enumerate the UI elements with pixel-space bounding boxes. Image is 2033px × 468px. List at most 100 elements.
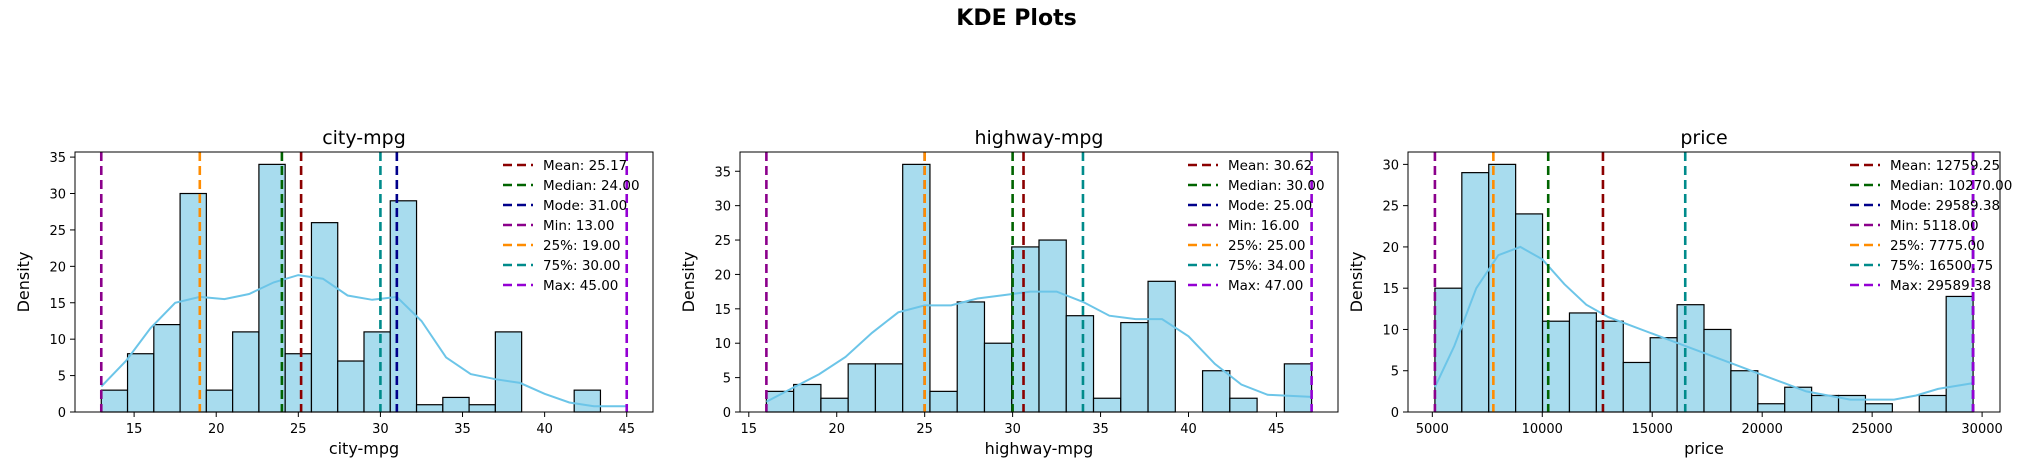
y-tick-label: 5 <box>1391 365 1399 380</box>
y-axis-label: Density <box>14 252 33 313</box>
legend-label-max: Max: 45.00 <box>543 278 618 294</box>
x-axis-label: price <box>1684 439 1724 458</box>
legend-label-max: Max: 29589.38 <box>1890 278 1991 294</box>
histogram-bar <box>126 353 155 413</box>
legend: Mean: 12759.25 Median: 10270.00 Mode: 2958… <box>1850 158 2012 294</box>
histogram-bar <box>983 342 1013 413</box>
y-tick-label: 25 <box>1382 200 1399 215</box>
x-axis-label: city-mpg <box>329 439 399 458</box>
x-tick-label: 40 <box>1180 422 1197 437</box>
y-tick-label: 20 <box>1382 241 1399 256</box>
legend-label-q25: 25%: 19.00 <box>543 238 621 254</box>
histogram-bar <box>1703 328 1732 413</box>
legend-label-q25: 25%: 7775.00 <box>1890 238 1985 254</box>
histogram-bar <box>468 404 496 413</box>
histogram-bar <box>1864 403 1893 413</box>
x-tick-label: 25 <box>916 422 933 437</box>
histogram-bar <box>1622 361 1651 413</box>
legend-label-q25: 25%: 25.00 <box>1228 238 1306 254</box>
x-tick-label: 15000 <box>1632 422 1673 437</box>
histogram-bar <box>929 390 958 413</box>
y-tick-label: 10 <box>1382 323 1399 338</box>
y-tick-label: 0 <box>723 406 731 421</box>
histogram-bar <box>1515 213 1544 413</box>
legend: Mean: 30.62 Median: 30.00 Mode: 25.00 Min: … <box>1188 158 1325 294</box>
x-tick-label: 40 <box>536 422 553 437</box>
legend-label-median: Median: 30.00 <box>1228 178 1325 194</box>
histogram-bar <box>847 363 877 413</box>
histogram-bar <box>1676 304 1705 413</box>
chart-title: highway-mpg <box>974 127 1103 149</box>
x-tick-label: 5000 <box>1416 422 1449 437</box>
legend-label-mean: Mean: 25.17 <box>543 158 627 174</box>
y-tick-label: 30 <box>714 200 731 215</box>
legend-label-mode: Mode: 31.00 <box>543 198 627 214</box>
y-tick-label: 15 <box>714 303 731 318</box>
histogram-bar <box>1038 239 1067 413</box>
histogram-bar <box>1945 295 1974 413</box>
x-tick-label: 20 <box>828 422 845 437</box>
histogram-bar <box>415 404 444 413</box>
histogram-bar <box>389 200 418 413</box>
histogram-bar <box>793 383 822 413</box>
legend-label-mean: Mean: 12759.25 <box>1890 158 2000 174</box>
chart-panel-price: 5000 10000 15000 20000 25000 30000 0 5 10 15 20 25 3… <box>1347 127 2012 458</box>
histogram-bar <box>1283 363 1313 413</box>
legend-label-max: Max: 47.00 <box>1228 278 1303 294</box>
y-axis-label: Density <box>1347 252 1366 313</box>
histogram-bar <box>1229 397 1258 413</box>
plot-frame <box>74 151 654 413</box>
legend-label-min: Min: 16.00 <box>1228 218 1299 234</box>
histogram-bar <box>442 396 470 413</box>
y-tick-label: 5 <box>58 370 66 385</box>
histogram-bar <box>874 363 904 413</box>
y-tick-label: 15 <box>1382 282 1399 297</box>
y-tick-label: 30 <box>49 188 66 203</box>
histogram-bar <box>1811 394 1840 413</box>
histogram-bar <box>284 353 313 413</box>
legend-label-mode: Mode: 25.00 <box>1228 198 1312 214</box>
y-tick-label: 10 <box>49 333 66 348</box>
figure-title: KDE Plots <box>956 6 1077 31</box>
histogram-bar <box>1649 337 1678 413</box>
histogram-bar <box>232 331 260 413</box>
x-tick-label: 25000 <box>1851 422 1892 437</box>
histogram-bar <box>1730 370 1759 413</box>
y-axis-label: Density <box>679 252 698 313</box>
x-tick-label: 30 <box>1004 422 1021 437</box>
histogram-bar <box>337 360 365 413</box>
histogram-bar <box>310 222 339 413</box>
histogram-bar <box>153 324 181 413</box>
histogram-bar <box>494 331 523 413</box>
legend-label-median: Median: 10270.00 <box>1890 178 2012 194</box>
legend: Mean: 25.17 Median: 24.00 Mode: 31.00 Min: … <box>503 158 640 294</box>
x-tick-label: 35 <box>1092 422 1109 437</box>
chart-panel-highway-mpg: 15 20 25 30 35 40 45 0 5 10 15 20 25 30 35 highway-mpg h… <box>679 127 1339 458</box>
x-tick-label: 20000 <box>1742 422 1783 437</box>
histogram-bar <box>1918 394 1947 413</box>
histogram-bar <box>1065 315 1095 413</box>
x-tick-label: 45 <box>1268 422 1285 437</box>
kde-curve <box>100 274 627 408</box>
histogram-bar <box>100 389 129 413</box>
histogram-bar <box>179 192 207 413</box>
histogram-bar <box>1595 320 1624 413</box>
legend-label-min: Min: 5118.00 <box>1890 218 1979 234</box>
legend-label-median: Median: 24.00 <box>543 178 640 194</box>
histogram-bar <box>1120 321 1149 413</box>
legend-label-min: Min: 13.00 <box>543 218 614 234</box>
y-tick-label: 30 <box>1382 158 1399 173</box>
histogram-bar <box>573 389 602 413</box>
y-tick-label: 10 <box>714 337 731 352</box>
y-tick-label: 25 <box>714 234 731 249</box>
y-tick-label: 5 <box>723 372 731 387</box>
x-tick-label: 30000 <box>1961 422 2002 437</box>
plot-frame <box>1407 151 2001 413</box>
histogram-bar <box>820 397 849 413</box>
x-tick-label: 25 <box>290 422 307 437</box>
y-tick-label: 35 <box>714 165 731 180</box>
chart-title: city-mpg <box>322 127 406 149</box>
y-tick-label: 20 <box>49 260 66 275</box>
histogram-bar <box>1011 246 1040 413</box>
kde-curve <box>765 290 1312 403</box>
